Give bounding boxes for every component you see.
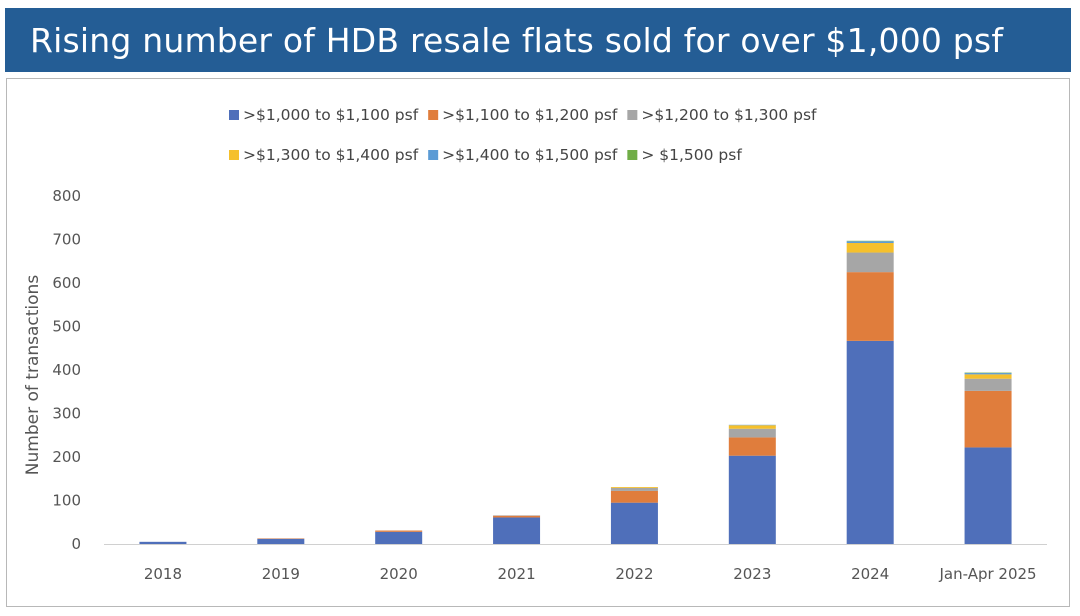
x-axis: 2018 2019 2020 2021 2022 2023 2024 Jan-Apr 2025 xyxy=(104,544,1047,583)
legend-item-5: >$1,400 to $1,500 psf xyxy=(428,146,618,164)
bar-segment-jan-apr-2025-s1 xyxy=(964,447,1012,544)
legend-label: >$1,200 to $1,300 psf xyxy=(641,106,817,124)
bar-segment-2022-s3 xyxy=(610,487,658,491)
y-tick-label: 800 xyxy=(52,187,81,205)
y-tick-label: 600 xyxy=(52,274,81,292)
bar-stack-jan-apr-2025 xyxy=(964,372,1012,544)
x-tick-label: 2023 xyxy=(733,565,771,583)
legend: >$1,000 to $1,100 psf >$1,100 to $1,200 p… xyxy=(229,106,817,164)
bar-segment-2021-s2 xyxy=(493,515,541,518)
y-tick-label: 300 xyxy=(52,405,81,423)
stacked-bar-chart: >$1,000 to $1,100 psf >$1,100 to $1,200 p… xyxy=(23,106,1047,583)
bar-segment-2018-s1 xyxy=(139,541,187,544)
legend-swatch xyxy=(229,110,239,120)
x-tick-label: 2021 xyxy=(497,565,535,583)
legend-item-1: >$1,000 to $1,100 psf xyxy=(229,106,419,124)
bar-segment-2020-s2 xyxy=(375,530,423,532)
bar-stack-2021 xyxy=(493,515,541,544)
legend-label: >$1,100 to $1,200 psf xyxy=(442,106,618,124)
legend-item-4: >$1,300 to $1,400 psf xyxy=(229,146,419,164)
bar-segment-2024-s3 xyxy=(846,252,894,273)
bar-segment-2022-s1 xyxy=(610,502,658,544)
bar-segment-2024-s1 xyxy=(846,340,894,544)
y-tick-label: 100 xyxy=(52,492,81,510)
bar-segment-jan-apr-2025-s4 xyxy=(964,374,1012,379)
y-tick-label: 500 xyxy=(52,318,81,336)
x-tick-label: Jan-Apr 2025 xyxy=(939,565,1037,583)
bar-segment-2023-s2 xyxy=(728,437,776,456)
legend-swatch xyxy=(627,110,638,120)
bar-stack-2022 xyxy=(610,487,658,544)
bar-stack-2018 xyxy=(139,541,187,544)
legend-item-6: > $1,500 psf xyxy=(627,146,742,164)
bar-segment-2023-s4 xyxy=(728,425,776,429)
legend-label: > $1,500 psf xyxy=(641,146,742,164)
bar-segment-2023-s3 xyxy=(728,428,776,438)
x-tick-label: 2020 xyxy=(380,565,418,583)
legend-item-3: >$1,200 to $1,300 psf xyxy=(627,106,817,124)
bar-stack-2023 xyxy=(728,424,776,544)
legend-swatch xyxy=(428,110,439,120)
bar-segment-2020-s1 xyxy=(375,531,423,544)
bars xyxy=(139,240,1012,544)
y-axis: 0 100 200 300 400 500 600 700 800 Number of trans… xyxy=(23,187,81,553)
y-tick-label: 0 xyxy=(71,535,81,553)
chart-title: Rising number of HDB resale flats sold f… xyxy=(30,20,1004,60)
bar-segment-2019-s1 xyxy=(257,538,305,544)
y-tick-label: 400 xyxy=(52,361,81,379)
bar-segment-jan-apr-2025-s2 xyxy=(964,390,1012,448)
x-tick-label: 2022 xyxy=(615,565,653,583)
legend-swatch xyxy=(428,150,439,160)
legend-item-2: >$1,100 to $1,200 psf xyxy=(428,106,618,124)
y-tick-label: 700 xyxy=(52,231,81,249)
bar-segment-jan-apr-2025-s5 xyxy=(964,373,1012,375)
bar-stack-2020 xyxy=(375,530,423,544)
legend-swatch xyxy=(627,150,638,160)
bar-segment-2024-s4 xyxy=(846,242,894,253)
legend-label: >$1,400 to $1,500 psf xyxy=(442,146,618,164)
bar-stack-2024 xyxy=(846,240,894,544)
bar-segment-2022-s2 xyxy=(610,490,658,503)
bar-segment-2021-s1 xyxy=(493,517,541,544)
bar-segment-2023-s1 xyxy=(728,455,776,544)
bar-segment-jan-apr-2025-s3 xyxy=(964,378,1012,391)
x-tick-label: 2018 xyxy=(144,565,182,583)
legend-label: >$1,300 to $1,400 psf xyxy=(243,146,419,164)
bar-segment-2024-s2 xyxy=(846,272,894,341)
x-tick-label: 2024 xyxy=(851,565,889,583)
legend-swatch xyxy=(229,150,239,160)
y-tick-label: 200 xyxy=(52,448,81,466)
title-banner: Rising number of HDB resale flats sold f… xyxy=(5,8,1071,72)
bar-segment-2022-s4 xyxy=(610,487,658,488)
x-tick-label: 2019 xyxy=(262,565,300,583)
bar-stack-2019 xyxy=(257,538,305,544)
chart-panel: >$1,000 to $1,100 psf >$1,100 to $1,200 p… xyxy=(6,78,1070,607)
legend-label: >$1,000 to $1,100 psf xyxy=(243,106,419,124)
y-axis-title: Number of transactions xyxy=(23,275,43,476)
bar-segment-2024-s5 xyxy=(846,241,894,243)
